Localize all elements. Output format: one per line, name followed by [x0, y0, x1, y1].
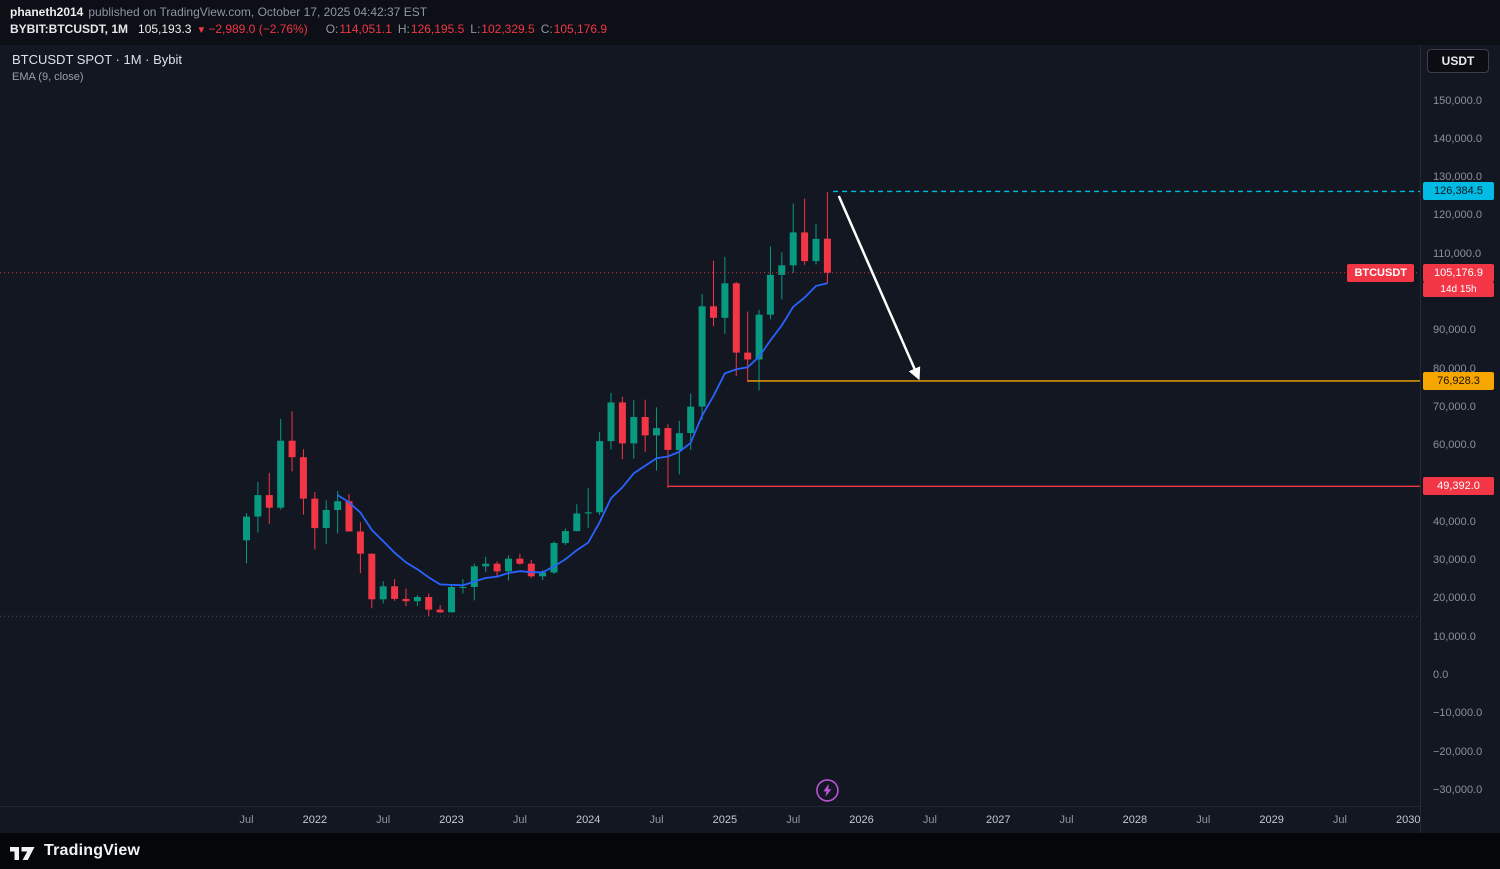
chart-legend: BTCUSDT SPOT · 1M · Bybit EMA (9, close)	[12, 52, 182, 83]
price-axis-label: −20,000.0	[1433, 745, 1483, 758]
time-axis-label: Jul	[786, 814, 801, 826]
last-price-symbol-badge: BTCUSDT	[1347, 263, 1414, 282]
publish-line: phaneth2014 published on TradingView.com,…	[10, 5, 1490, 20]
price-direction-down-icon: ▼	[196, 25, 207, 36]
price-axis-label: 140,000.0	[1433, 132, 1482, 145]
trend-arrow[interactable]	[837, 195, 921, 381]
price-axis-label: 110,000.0	[1433, 247, 1482, 260]
time-axis-label: Jul	[649, 814, 664, 826]
time-axis-label: 2028	[1122, 814, 1148, 826]
price-axis-label: 80,000.0	[1433, 362, 1476, 375]
low-value: 102,329.5	[481, 22, 535, 36]
high-value: 126,195.5	[410, 22, 465, 36]
price-axis-label: 10,000.0	[1433, 630, 1476, 643]
time-axis-label: Jul	[1332, 814, 1347, 826]
time-axis-label: 2024	[575, 814, 601, 826]
price-axis-label: 150,000.0	[1433, 94, 1482, 107]
legend-ema-indicator[interactable]: EMA (9, close)	[12, 71, 84, 83]
time-axis-label: 2025	[712, 814, 738, 826]
price-axis-label: −10,000.0	[1433, 707, 1483, 720]
price-axis-label: 60,000.0	[1433, 439, 1476, 452]
tradingview-logo[interactable]	[10, 843, 36, 860]
tradingview-footer: TradingView	[0, 833, 1500, 869]
time-axis-label: Jul	[1059, 814, 1074, 826]
time-axis-label: Jul	[239, 814, 254, 826]
price-flag-support: 76,928.3	[1423, 371, 1494, 390]
publish-header: phaneth2014 published on TradingView.com,…	[0, 0, 1500, 45]
tradingview-brand-text[interactable]: TradingView	[44, 842, 141, 859]
price-axis-label: 70,000.0	[1433, 400, 1476, 413]
price-change: −2,989.0 (−2.76%)	[208, 22, 308, 36]
time-axis-label: 2030	[1396, 814, 1421, 826]
price-axis-label: 130,000.0	[1433, 171, 1482, 184]
time-axis-label: 2022	[302, 814, 328, 826]
candlestick-chart[interactable]	[0, 45, 1420, 833]
symbol-status-line: BYBIT:BTCUSDT, 1M 105,193.3 ▼ −2,989.0 (−2.…	[10, 22, 1490, 38]
time-axis-label: 2023	[439, 814, 464, 826]
symbol-title[interactable]: BYBIT:BTCUSDT, 1M	[10, 22, 129, 36]
high-label: H:	[397, 22, 410, 36]
open-label: O:	[325, 22, 339, 36]
close-value: 105,176.9	[553, 22, 608, 36]
time-axis-label: Jul	[512, 814, 527, 826]
price-flag-lower-support: 49,392.0	[1423, 477, 1494, 496]
price-flag-target-high: 126,384.5	[1423, 182, 1494, 201]
price-flag-last-price: 105,176.9	[1423, 263, 1494, 282]
price-axis-label: −30,000.0	[1433, 783, 1483, 796]
price-axis[interactable]: 150,000.0 140,000.0 130,000.0 120,000.0 110,…	[1420, 45, 1500, 833]
price-axis-label: 30,000.0	[1433, 554, 1476, 567]
price-axis-label: 0.0	[1433, 669, 1449, 681]
chart-pane[interactable]: BTCUSDT SPOT · 1M · Bybit EMA (9, close)…	[0, 45, 1500, 833]
low-label: L:	[470, 22, 481, 36]
time-axis-label: Jul	[922, 814, 937, 826]
time-axis-label: 2029	[1259, 814, 1284, 826]
publisher-username[interactable]: phaneth2014	[10, 5, 84, 19]
time-axis-label: Jul	[376, 814, 391, 826]
open-value: 114,051.1	[339, 22, 392, 36]
price-axis-label: 90,000.0	[1433, 324, 1476, 337]
price-axis-label: 20,000.0	[1433, 592, 1476, 605]
idea-marker-lightning-icon[interactable]	[816, 779, 839, 802]
currency-toggle-button[interactable]: USDT	[1427, 49, 1489, 73]
publish-info: published on TradingView.com, October 17…	[88, 5, 428, 19]
header-last-price: 105,193.3	[138, 22, 192, 36]
time-axis[interactable]: Jul 2022 Jul 2023 Jul 2024 Jul 2025 Jul 2026 Jul 20…	[0, 806, 1421, 833]
close-label: C:	[540, 22, 553, 36]
price-flag-countdown: 14d 15h	[1423, 281, 1494, 297]
price-axis-label: 120,000.0	[1433, 209, 1482, 222]
price-axis-label: 40,000.0	[1433, 515, 1476, 528]
time-axis-label: Jul	[1196, 814, 1211, 826]
ema-line[interactable]	[337, 282, 828, 587]
legend-symbol[interactable]: BTCUSDT SPOT · 1M · Bybit	[12, 52, 182, 67]
candlestick-series[interactable]	[243, 192, 831, 617]
time-axis-label: 2027	[985, 814, 1011, 826]
time-axis-label: 2026	[849, 814, 874, 826]
